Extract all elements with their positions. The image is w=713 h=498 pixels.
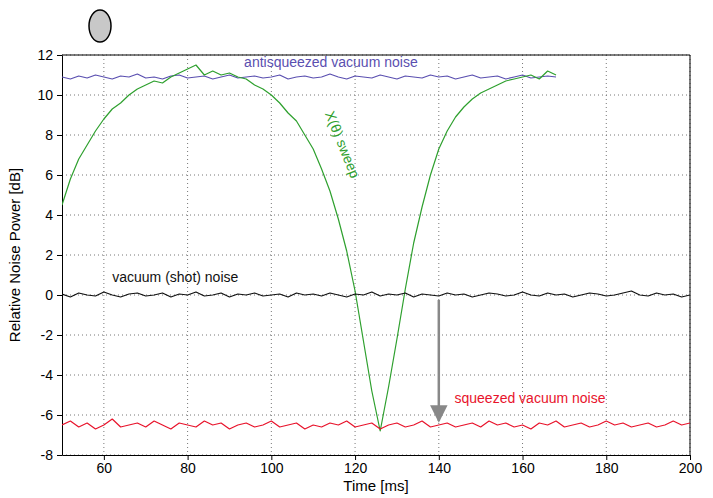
tick: 80 <box>180 455 196 476</box>
grid-line-y <box>62 95 690 96</box>
y-axis: -8 -6 -4 -2 0 2 4 6 8 10 12 <box>37 47 62 463</box>
tick-label: 60 <box>97 460 113 476</box>
tick-label: 8 <box>45 127 53 143</box>
tick-label: 10 <box>37 87 53 103</box>
grid-line-y <box>62 455 690 456</box>
tick-mark <box>57 95 62 96</box>
tick: 12 <box>37 47 62 63</box>
tick: 10 <box>37 87 62 103</box>
grid-line-x <box>690 55 691 455</box>
tick-label: -6 <box>41 407 54 423</box>
tick-label: 12 <box>37 47 53 63</box>
series-line <box>62 65 556 431</box>
tick: 160 <box>511 455 535 476</box>
grid-line-y <box>62 335 690 336</box>
grid-line-y <box>62 375 690 376</box>
grid-line-y <box>62 415 690 416</box>
y-axis-line <box>62 56 63 456</box>
tick-label: 6 <box>45 167 53 183</box>
series-line <box>62 291 690 297</box>
tick-mark <box>57 215 62 216</box>
tick: 180 <box>595 455 619 476</box>
series-line <box>62 419 690 429</box>
series-labels: antisqueezed vacuum noise X(θ) sweep vacuu… <box>112 54 605 406</box>
tick-mark <box>57 415 62 416</box>
tick-label: 200 <box>679 460 703 476</box>
series-label: squeezed vacuum noise <box>455 390 606 406</box>
tick-label: 4 <box>45 207 53 223</box>
icon <box>89 10 111 42</box>
tick: -4 <box>41 367 62 383</box>
tick-mark <box>57 375 62 376</box>
tick-label: 180 <box>595 460 619 476</box>
tick-mark <box>57 135 62 136</box>
frame <box>690 55 691 455</box>
tick-mark <box>57 295 62 296</box>
tick: 6 <box>45 167 62 183</box>
grid-line-x <box>187 55 188 455</box>
y-axis-title: Relative Noise Power [dB] <box>6 168 23 342</box>
tick: -2 <box>41 327 62 343</box>
tick-mark <box>57 255 62 256</box>
grid-line-y <box>62 135 690 136</box>
series-label: X(θ) sweep <box>322 109 363 181</box>
tick-label: 120 <box>344 460 368 476</box>
tick-label: -8 <box>41 447 54 463</box>
arrow <box>438 300 441 421</box>
grid <box>62 55 690 455</box>
series-line <box>62 74 556 79</box>
tick-label: 100 <box>260 460 284 476</box>
tick: 4 <box>45 207 62 223</box>
tick-label: 80 <box>180 460 196 476</box>
tick: -8 <box>41 447 62 463</box>
tick: 0 <box>45 287 62 303</box>
chart: 60 80 100 120 140 160 180 200 -8 -6 -4 -2 0 2 4 6 8 10 12 T… <box>0 0 713 498</box>
tick: 2 <box>45 247 62 263</box>
tick-label: 2 <box>45 247 53 263</box>
tick-mark <box>57 55 62 56</box>
tick-mark <box>57 175 62 176</box>
tick: 120 <box>344 455 368 476</box>
grid-line-x <box>103 55 104 455</box>
x-axis: 60 80 100 120 140 160 180 200 <box>63 455 703 476</box>
tick: 8 <box>45 127 62 143</box>
tick: 140 <box>428 455 452 476</box>
grid-line-y <box>62 255 690 256</box>
tick: 60 <box>97 455 113 476</box>
tick: 100 <box>260 455 284 476</box>
tick-label: 0 <box>45 287 53 303</box>
grid-line-y <box>62 175 690 176</box>
grid-line-y <box>62 215 690 216</box>
tick-label: 140 <box>428 460 452 476</box>
tick-mark <box>57 455 62 456</box>
series-label: antisqueezed vacuum noise <box>244 54 418 70</box>
tick-mark <box>57 335 62 336</box>
tick-label: 160 <box>511 460 535 476</box>
tick: -6 <box>41 407 62 423</box>
tick: 200 <box>679 455 703 476</box>
tick-label: -4 <box>41 367 54 383</box>
x-axis-title: Time [ms] <box>343 477 408 494</box>
series-label: vacuum (shot) noise <box>112 269 238 285</box>
plot-area <box>62 65 690 431</box>
x-axis-line <box>63 455 691 456</box>
tick-label: -2 <box>41 327 54 343</box>
